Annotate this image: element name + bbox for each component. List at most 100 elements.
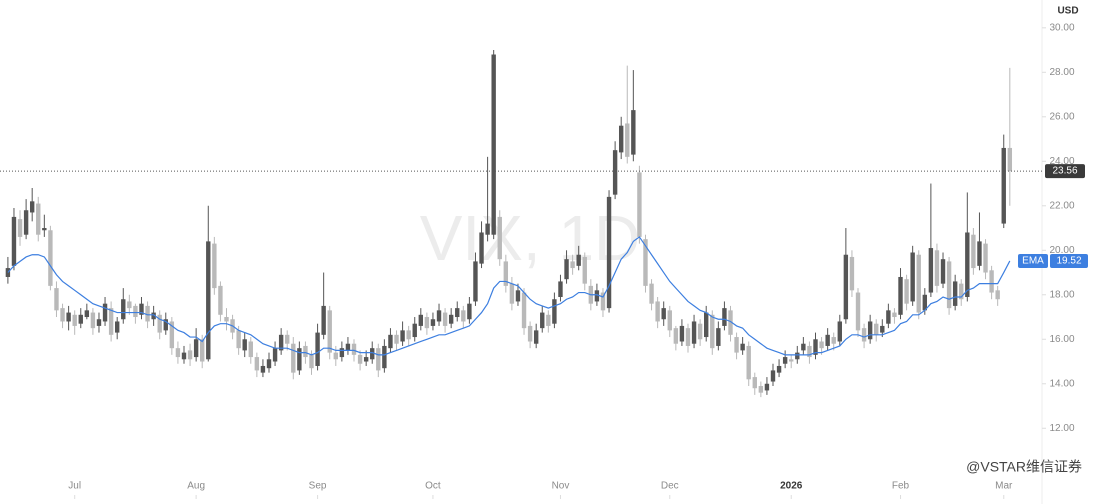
candle-body (819, 341, 824, 349)
candle-body (552, 299, 557, 324)
ema-value-label: 19.52 (1056, 256, 1081, 267)
candle-body (582, 256, 587, 284)
candle-body (48, 230, 53, 286)
candle-body (327, 310, 332, 353)
candle-body (363, 357, 369, 362)
candle-body (576, 254, 581, 266)
candle-body (321, 305, 326, 335)
candle-body (54, 288, 59, 311)
credit: @VSTAR维信证券 (966, 459, 1082, 475)
candle-body (837, 321, 842, 342)
candle-body (29, 201, 35, 213)
candle-body (224, 317, 229, 322)
candle-body (157, 314, 162, 333)
candle-body (661, 308, 666, 320)
candle-body (248, 341, 253, 358)
candle-body (78, 314, 83, 324)
candle-body (388, 334, 393, 349)
candle-body (200, 339, 205, 362)
candle-body (843, 254, 849, 320)
candle-body (995, 290, 1000, 300)
candle-body (515, 290, 521, 302)
ema-name: EMA (1022, 256, 1044, 267)
y-tick-label: 14.00 (1049, 378, 1074, 389)
candle-body (564, 259, 569, 280)
candle-body (782, 357, 788, 364)
candle-body (84, 310, 90, 318)
candle-body (163, 319, 168, 331)
candle-body (637, 172, 642, 237)
candle-body (722, 308, 727, 326)
candle-body (770, 370, 776, 382)
candle-body (521, 292, 527, 329)
y-tick-label: 22.00 (1049, 200, 1074, 211)
candle-body (370, 348, 375, 360)
candle-body (649, 283, 654, 304)
candle-body (297, 348, 302, 371)
candle-body (473, 261, 478, 302)
candle-body (825, 334, 830, 346)
candle-body (479, 232, 484, 264)
candle-body (266, 359, 272, 369)
candle-body (916, 254, 921, 313)
candle-body (667, 310, 672, 331)
candle-body (503, 261, 509, 286)
candle-body (394, 334, 399, 344)
candle-body (102, 303, 108, 322)
candle-body (90, 312, 96, 329)
candle-body (540, 312, 545, 329)
candle-body (406, 330, 411, 340)
candle-body (789, 359, 794, 362)
candle-body (1001, 147, 1006, 224)
candle-body (861, 328, 867, 342)
candle-body (72, 314, 77, 326)
candle-body (594, 290, 600, 302)
candle-body (679, 325, 685, 342)
candle-body (436, 310, 442, 322)
candle-body (606, 196, 612, 309)
candle-body (242, 339, 247, 351)
candle-body (11, 216, 17, 266)
candle-body (175, 348, 181, 358)
candle-body (430, 319, 436, 326)
candle-body (497, 216, 502, 260)
candle-body (17, 219, 23, 237)
candle-body (23, 210, 29, 235)
y-tick-label: 18.00 (1049, 289, 1074, 300)
candle-body (758, 385, 764, 393)
candle-body (36, 203, 41, 235)
candle-body (272, 348, 278, 362)
candle-body (527, 325, 533, 342)
candle-body (114, 321, 120, 333)
candle-body (442, 312, 448, 326)
candle-body (971, 234, 976, 269)
x-tick-label: Oct (425, 481, 441, 492)
candle-body (716, 328, 721, 346)
candle-body (187, 350, 193, 360)
y-tick-label: 12.00 (1049, 423, 1074, 434)
candle-body (278, 334, 284, 351)
candle-body (831, 337, 836, 344)
candle-body (618, 125, 624, 153)
candle-body (849, 256, 855, 291)
watermark: VIX, 1D (420, 202, 641, 274)
candle-body (813, 339, 818, 355)
candle-body (940, 259, 946, 284)
candle-body (734, 337, 739, 353)
candle-body (5, 268, 11, 277)
candle-body (983, 243, 988, 273)
candle-body (96, 319, 102, 326)
candle-body (212, 243, 217, 289)
candle-body (764, 383, 770, 391)
x-tick-label: Jul (68, 481, 81, 492)
candle-body (169, 321, 175, 349)
candle-body (133, 305, 138, 318)
candle-body (710, 314, 715, 349)
candle-body (333, 352, 338, 360)
candle-body (685, 328, 691, 346)
ema-badge (1050, 253, 1088, 268)
candle-body (60, 308, 65, 322)
candle-body (874, 323, 879, 335)
ema-line (7, 236, 1011, 356)
candle-body (351, 343, 357, 355)
